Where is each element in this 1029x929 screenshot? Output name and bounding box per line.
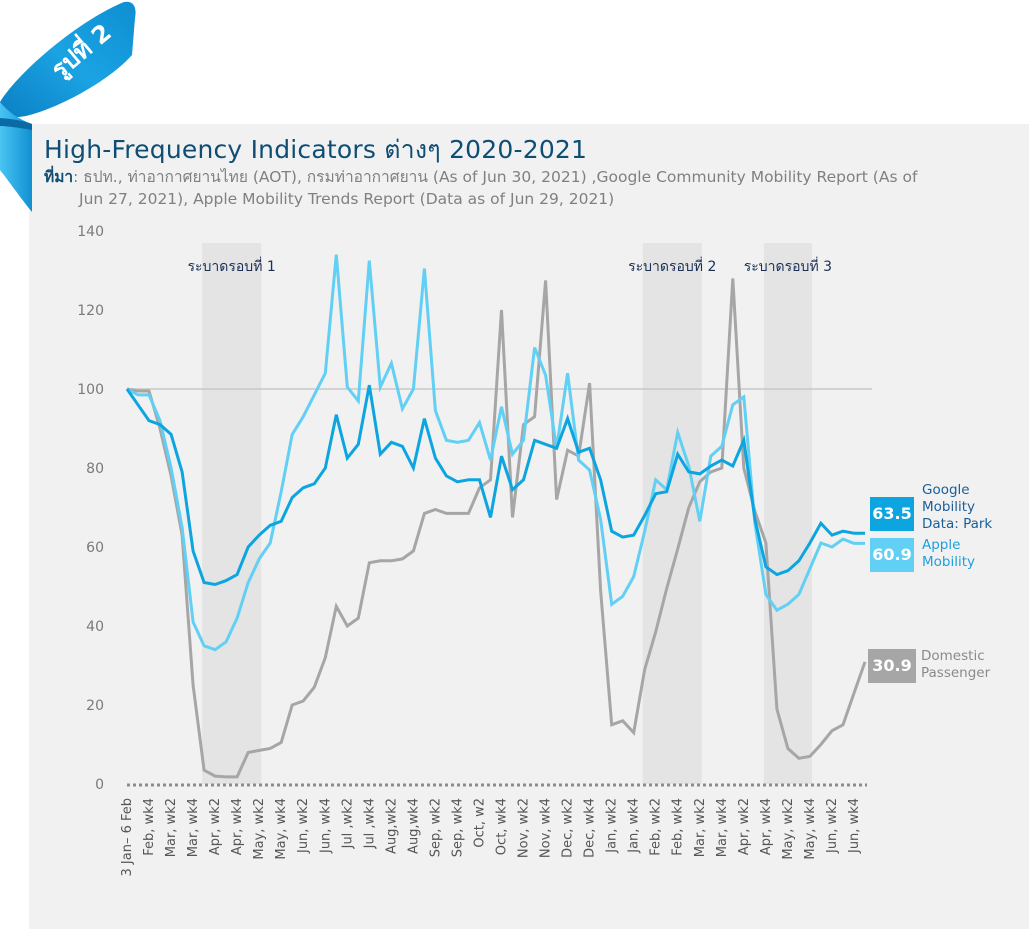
source-label: ที่มา [44, 168, 74, 186]
x-tick-label: Feb, wk4 [671, 798, 686, 856]
google-legend-label: Google Mobility Data: Park [922, 482, 992, 533]
x-tick-label: May, wk4 [274, 798, 289, 860]
x-tick-label: 3 Jan– 6 Feb [120, 798, 135, 877]
apple-legend-label: Apple Mobility [922, 537, 975, 571]
source-text-line1: : ธปท., ท่าอากาศยานไทย (AOT), กรมท่าอากา… [73, 168, 918, 186]
chart-title: High-Frequency Indicators ต่างๆ 2020-202… [44, 135, 588, 164]
domestic-legend-label: Domestic Passenger [921, 648, 990, 682]
x-tick-label: Feb, wk2 [649, 798, 664, 856]
x-tick-label: Sep, wk4 [450, 798, 465, 857]
outbreak-band-2 [642, 243, 702, 784]
legend-label-line: Passenger [921, 665, 991, 681]
x-tick-label: Jul ,wk2 [340, 798, 355, 849]
x-tick-label: Nov, wk4 [539, 798, 554, 858]
x-tick-label: May, wk2 [252, 798, 267, 860]
source-note: ที่มา: ธปท., ท่าอากาศยานไทย (AOT), กรมท่… [44, 166, 1004, 210]
y-tick-label: 60 [86, 540, 104, 556]
y-tick-label: 20 [86, 698, 104, 714]
x-tick-label: Sep, wk2 [428, 798, 443, 857]
x-tick-label: Mar, wk2 [693, 798, 708, 857]
outbreak-band-1 [202, 243, 262, 784]
y-tick-label: 140 [77, 224, 104, 240]
x-tick-label: Jul ,wk4 [362, 798, 377, 849]
x-tick-label: May, wk4 [803, 798, 818, 860]
legend-label-line: Mobility [922, 554, 976, 570]
x-tick-label: Apr, wk4 [230, 798, 245, 855]
apple-last-value-badge: 60.9 [870, 538, 914, 572]
x-tick-label: Oct, wk4 [495, 798, 510, 855]
x-tick-label: Aug,wk2 [384, 798, 399, 854]
x-tick-label: Apr, wk2 [208, 798, 223, 855]
outbreak-band-label-3: ระบาดรอบที่ 3 [744, 257, 832, 275]
x-tick-label: Nov, wk2 [517, 798, 532, 858]
x-tick-label: Aug,wk4 [406, 798, 421, 854]
apple-mobility-line [126, 254, 865, 652]
x-tick-label: Apr, wk4 [759, 798, 774, 855]
legend-label-line: Mobility [922, 499, 976, 515]
x-tick-label: May, wk2 [781, 798, 796, 860]
legend-label-line: Apple [922, 537, 961, 553]
x-tick-label: Feb, wk4 [142, 798, 157, 856]
x-tick-label: Jun, wk2 [825, 798, 840, 854]
y-tick-label: 120 [77, 303, 104, 319]
google-mobility-park-line [125, 384, 865, 587]
x-tick-label: Mar, wk4 [186, 798, 201, 857]
source-text-line2: Jun 27, 2021), Apple Mobility Trends Rep… [79, 190, 615, 208]
x-tick-label: Apr, wk2 [737, 798, 752, 855]
x-tick-label: Mar, wk4 [715, 798, 730, 857]
domestic-last-value-badge: 30.9 [868, 649, 916, 683]
outbreak-band-label-1: ระบาดรอบที่ 1 [188, 257, 276, 275]
y-tick-label: 40 [86, 619, 104, 635]
y-tick-label: 0 [95, 777, 104, 793]
x-tick-label: Mar, wk2 [164, 798, 179, 857]
domestic-passenger-line [126, 278, 867, 779]
figure-badge-ribbon [0, 1, 136, 212]
x-tick-label: Jan, wk4 [627, 798, 642, 854]
x-tick-label: Jan, wk2 [605, 798, 620, 854]
x-tick-label: Jun, wk4 [847, 798, 862, 854]
legend-label-line: Data: Park [922, 516, 993, 532]
y-tick-label: 80 [86, 461, 104, 477]
chart-panel [29, 124, 1029, 929]
x-tick-label: Jun, wk2 [296, 798, 311, 854]
outbreak-band-3 [763, 243, 812, 784]
google-last-value-badge: 63.5 [870, 497, 914, 531]
x-tick-label: Oct, w2 [472, 798, 487, 848]
legend-label-line: Domestic [921, 648, 985, 664]
y-tick-label: 100 [77, 382, 104, 398]
x-tick-label: Jun, wk4 [318, 798, 333, 854]
outbreak-band-label-2: ระบาดรอบที่ 2 [628, 257, 716, 275]
x-tick-label: Dec, wk2 [561, 798, 576, 858]
x-tick-label: Dec, wk4 [583, 798, 598, 858]
legend-label-line: Google [922, 482, 970, 498]
